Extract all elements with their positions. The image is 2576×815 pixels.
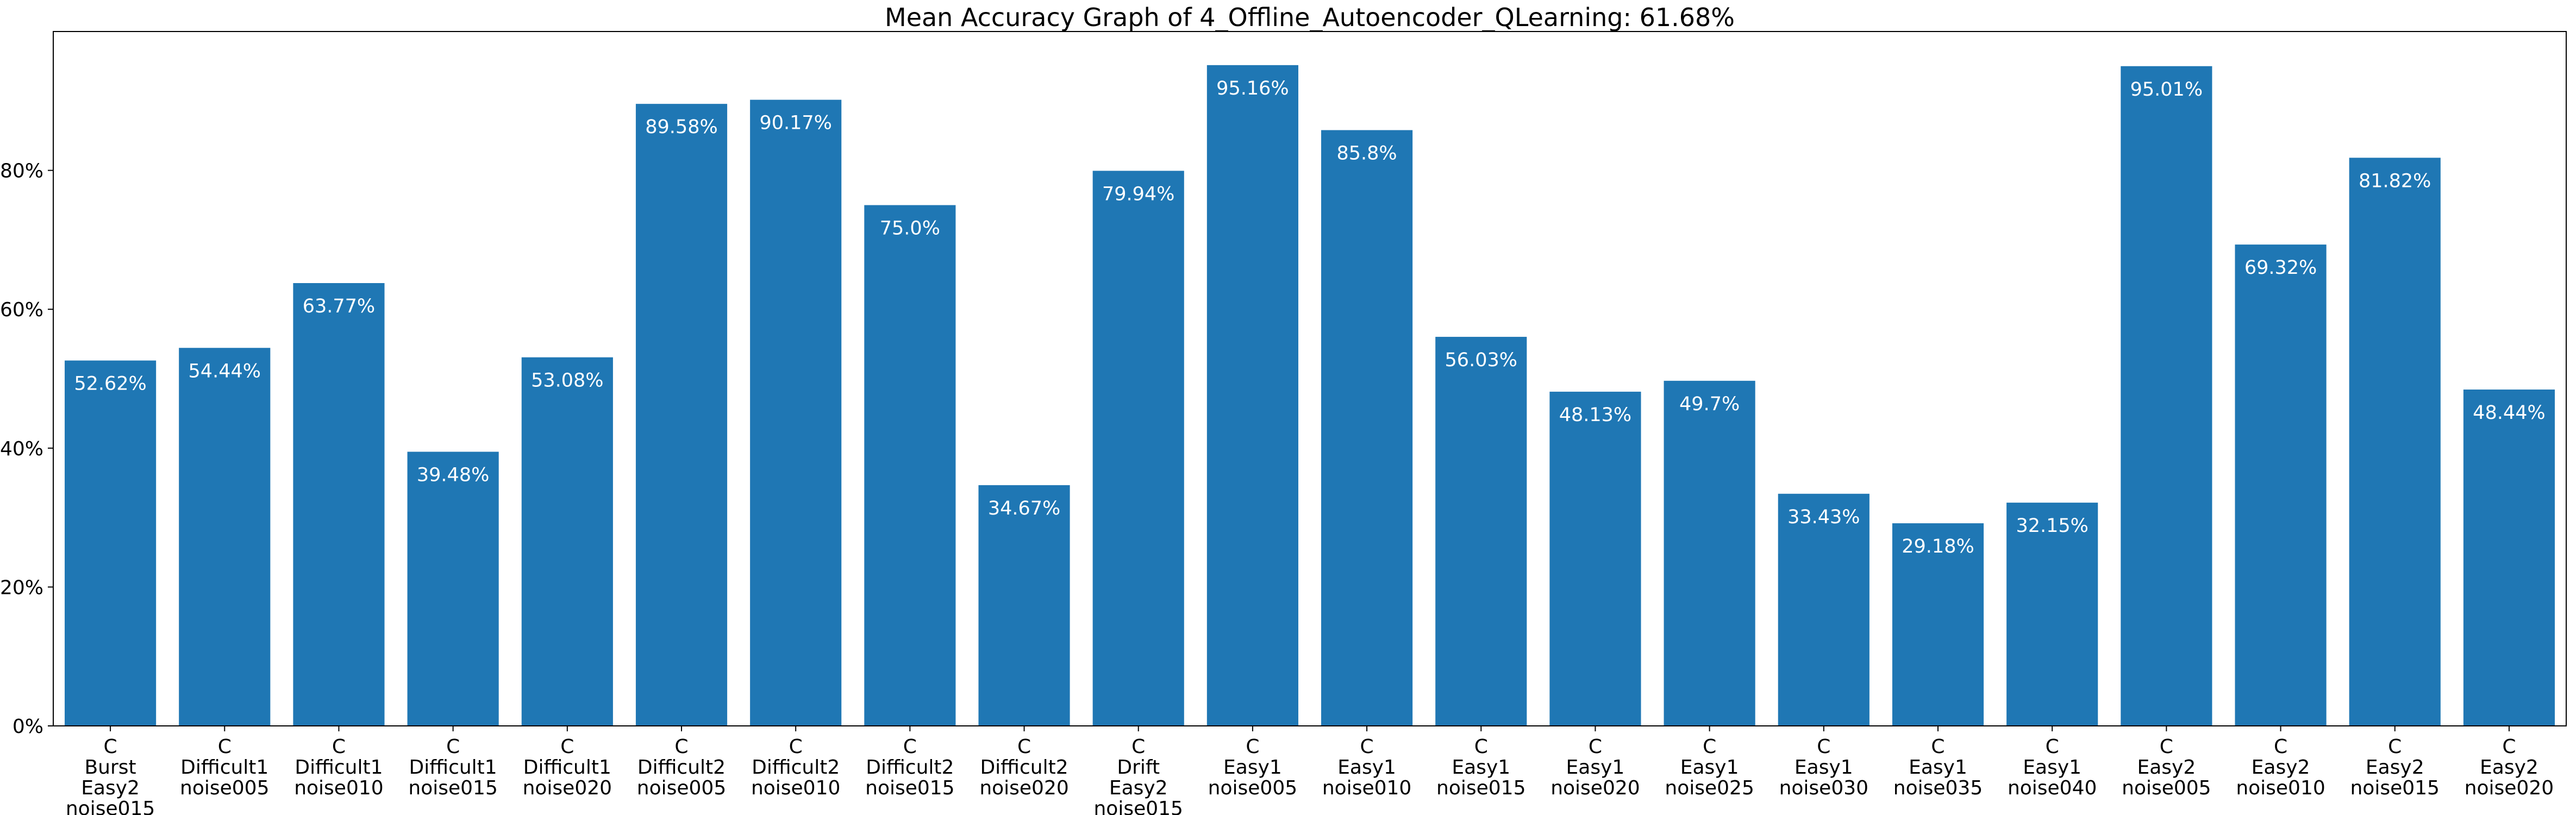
bar xyxy=(407,452,499,726)
bar-value-label: 54.44% xyxy=(189,360,261,382)
y-axis-ticks: 0% 20% 40% 60% 80% xyxy=(0,160,53,738)
x-axis-ticks: C Burst Easy2 noise015 C Difficult1 noise005 C D… xyxy=(66,726,2554,815)
x-tick-label: C Easy2 noise015 xyxy=(2350,736,2439,799)
bar xyxy=(978,485,1070,726)
bar-value-label: 53.08% xyxy=(531,370,603,392)
y-tick-label: 0% xyxy=(12,716,43,738)
bar-value-label: 69.32% xyxy=(2244,257,2317,279)
bar-value-label: 95.16% xyxy=(1216,78,1289,99)
x-tick-label: C Easy1 noise020 xyxy=(1550,736,1640,799)
bar xyxy=(1435,336,1527,726)
x-tick-label: C Easy1 noise030 xyxy=(1779,736,1868,799)
bar xyxy=(750,99,842,726)
bar-value-label: 32.15% xyxy=(2016,515,2088,537)
bar-value-label: 48.13% xyxy=(1559,404,1631,426)
bar xyxy=(2463,389,2555,726)
bar xyxy=(2349,158,2441,726)
bar xyxy=(1092,171,1184,726)
x-tick-label: C Difficult1 noise005 xyxy=(180,736,269,799)
x-tick-label: C Easy2 noise010 xyxy=(2236,736,2325,799)
bar-value-label: 48.44% xyxy=(2473,402,2545,424)
x-tick-label: C Easy1 noise005 xyxy=(1208,736,1297,799)
bar xyxy=(2235,244,2327,726)
bar-value-label: 29.18% xyxy=(1902,536,1974,557)
x-tick-label: C Difficult2 noise010 xyxy=(751,736,840,799)
bar xyxy=(293,283,385,726)
bar xyxy=(2006,503,2098,726)
bars-group xyxy=(65,65,2555,726)
bar xyxy=(521,357,613,726)
bar-value-label: 39.48% xyxy=(417,464,489,486)
x-tick-label: C Easy1 noise025 xyxy=(1665,736,1754,799)
y-tick-label: 40% xyxy=(0,438,43,460)
x-tick-label: C Difficult2 noise005 xyxy=(637,736,726,799)
x-tick-label: C Difficult1 noise015 xyxy=(408,736,497,799)
bar xyxy=(1778,493,1870,726)
axes-frame xyxy=(53,31,2567,726)
x-tick-label: C Difficult2 noise020 xyxy=(979,736,1068,799)
bar xyxy=(2121,66,2212,726)
bar-value-label: 49.7% xyxy=(1679,393,1740,415)
x-tick-label: C Difficult1 noise020 xyxy=(523,736,612,799)
x-tick-label: C Easy1 noise035 xyxy=(1893,736,1983,799)
bar-value-label: 85.8% xyxy=(1336,142,1397,164)
bar-value-label: 79.94% xyxy=(1102,183,1174,205)
bar xyxy=(65,360,157,726)
x-tick-label: C Easy1 noise040 xyxy=(2008,736,2097,799)
bar-value-label: 56.03% xyxy=(1445,349,1517,371)
x-tick-label: C Burst Easy2 noise015 xyxy=(66,736,155,815)
bar xyxy=(635,104,728,726)
y-tick-label: 60% xyxy=(0,299,43,321)
x-tick-label: C Difficult2 noise015 xyxy=(865,736,954,799)
bar-value-label: 34.67% xyxy=(988,498,1060,519)
y-tick-label: 20% xyxy=(0,576,43,599)
x-tick-label: C Difficult1 noise010 xyxy=(294,736,383,799)
bar xyxy=(179,348,271,726)
chart-title: Mean Accuracy Graph of 4_Offline_Autoenc… xyxy=(885,3,1735,32)
bar-value-label: 52.62% xyxy=(74,373,146,395)
y-tick-label: 80% xyxy=(0,160,43,183)
axes-group xyxy=(53,31,2567,726)
bar-value-label: 75.0% xyxy=(880,218,940,240)
bar xyxy=(1206,65,1298,726)
bar xyxy=(1892,523,1984,726)
bar xyxy=(864,205,956,726)
bar xyxy=(1664,380,1755,726)
x-tick-label: C Easy1 noise010 xyxy=(1322,736,1411,799)
x-tick-label: C Drift Easy2 noise015 xyxy=(1093,736,1183,815)
bar-value-label: 63.77% xyxy=(303,296,375,317)
bar-value-label: 95.01% xyxy=(2130,79,2203,101)
bar-value-label: 81.82% xyxy=(2359,170,2431,192)
bar-value-label: 90.17% xyxy=(759,112,831,134)
bar-value-label: 89.58% xyxy=(645,116,717,138)
x-tick-label: C Easy1 noise015 xyxy=(1436,736,1525,799)
bar-labels-group: 52.62% 54.44% 63.77% 39.48% 53.08% 89.58% 90.1… xyxy=(74,78,2545,557)
bar xyxy=(1321,130,1413,726)
x-tick-label: C Easy2 noise020 xyxy=(2465,736,2554,799)
bar-value-label: 33.43% xyxy=(1787,506,1860,528)
bar xyxy=(1549,391,1641,726)
x-tick-label: C Easy2 noise005 xyxy=(2122,736,2211,799)
